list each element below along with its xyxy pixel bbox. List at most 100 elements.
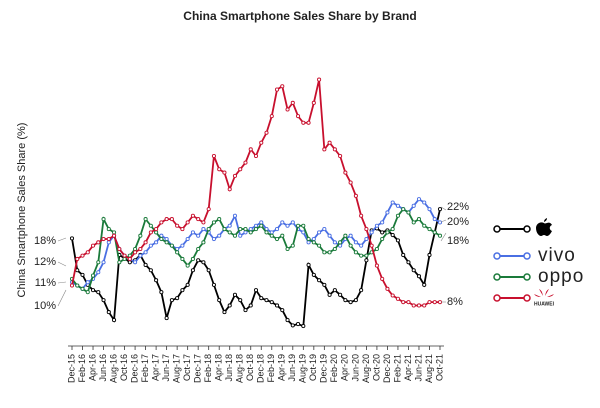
data-point	[106, 236, 111, 242]
data-point	[269, 233, 274, 238]
y-axis-label: China Smartphone Sales Share (%)	[16, 123, 28, 298]
data-point	[185, 282, 190, 287]
data-point	[180, 227, 185, 232]
data-point	[385, 230, 390, 235]
data-point	[190, 213, 195, 218]
data-point	[306, 240, 311, 245]
data-point	[106, 227, 111, 232]
data-point	[143, 262, 148, 267]
data-point	[290, 243, 295, 248]
data-point	[164, 236, 169, 242]
data-point	[217, 233, 222, 238]
data-point	[211, 220, 216, 225]
x-tick-label: Feb-20	[329, 354, 339, 383]
x-tick-label: Apr-20	[340, 354, 350, 381]
data-point	[395, 238, 400, 243]
data-point	[285, 223, 290, 228]
data-point	[222, 310, 227, 315]
x-tick-label: Feb-18	[203, 354, 213, 383]
data-point	[437, 220, 443, 225]
data-point	[243, 227, 248, 232]
data-point	[180, 243, 185, 248]
data-point	[175, 250, 180, 255]
data-point	[259, 223, 264, 228]
legend-marker	[523, 273, 531, 281]
x-tick-label: Oct-20	[371, 354, 381, 381]
data-point	[90, 243, 96, 248]
data-point	[353, 193, 358, 198]
data-point	[101, 260, 106, 265]
data-point	[180, 288, 185, 293]
data-point	[227, 303, 232, 308]
legend-marker	[523, 225, 531, 233]
data-point	[390, 232, 395, 238]
data-point	[154, 227, 159, 232]
data-point	[317, 230, 322, 235]
data-point	[364, 258, 369, 263]
data-point	[90, 288, 96, 293]
data-point	[238, 167, 243, 172]
x-tick-label: Jun-16	[98, 354, 108, 382]
x-tick-label: Aug-21	[424, 354, 434, 383]
data-point	[75, 256, 80, 262]
data-point	[416, 217, 422, 222]
x-tick-label: Jun-19	[287, 354, 297, 382]
data-point	[401, 300, 406, 305]
x-tick-label: Apr-19	[277, 354, 287, 381]
data-point	[274, 87, 280, 92]
data-point	[364, 236, 369, 242]
data-point	[85, 250, 90, 255]
data-point	[201, 240, 206, 245]
data-point	[348, 180, 353, 185]
data-point	[264, 230, 269, 235]
data-point	[138, 253, 143, 258]
data-point	[338, 292, 343, 297]
annotation: 20%	[447, 216, 469, 228]
data-point	[395, 213, 400, 218]
data-point	[238, 227, 243, 232]
data-point	[211, 282, 216, 287]
annotation: 18%	[447, 235, 469, 247]
data-point	[164, 240, 169, 245]
data-point	[164, 316, 169, 321]
data-point	[416, 274, 422, 279]
data-point	[427, 207, 432, 212]
annotation: 10%	[34, 300, 56, 312]
legend-label: oppo	[538, 266, 584, 287]
data-point	[427, 252, 432, 258]
data-point	[227, 223, 232, 228]
x-tick-label: Dec-19	[319, 354, 329, 383]
data-point	[406, 300, 411, 305]
legend-marker	[523, 252, 531, 260]
data-point	[274, 303, 280, 308]
data-point	[96, 260, 101, 265]
legend-marker	[493, 252, 501, 260]
data-point	[196, 258, 201, 263]
data-point	[232, 233, 238, 238]
data-point	[196, 246, 201, 252]
data-point	[290, 220, 295, 225]
data-point	[69, 283, 75, 288]
data-point	[301, 120, 306, 125]
x-tick-label: Oct-19	[308, 354, 318, 381]
data-point	[154, 240, 159, 245]
data-point	[322, 147, 327, 152]
data-point	[343, 170, 348, 175]
data-point	[296, 322, 301, 327]
x-tick-label: Jun-17	[161, 354, 171, 382]
data-point	[437, 207, 443, 212]
data-point	[206, 268, 211, 273]
data-point	[327, 233, 332, 238]
x-tick-label: Apr-16	[87, 354, 97, 381]
x-tick-label: Dec-17	[193, 354, 203, 383]
data-point	[406, 210, 411, 215]
data-point	[164, 217, 169, 222]
data-point	[175, 296, 180, 301]
x-tick-label: Feb-17	[140, 354, 150, 383]
annotation: 22%	[447, 201, 469, 213]
data-point	[411, 268, 416, 273]
data-point	[301, 230, 306, 235]
data-point	[112, 233, 117, 238]
data-point	[259, 296, 264, 301]
